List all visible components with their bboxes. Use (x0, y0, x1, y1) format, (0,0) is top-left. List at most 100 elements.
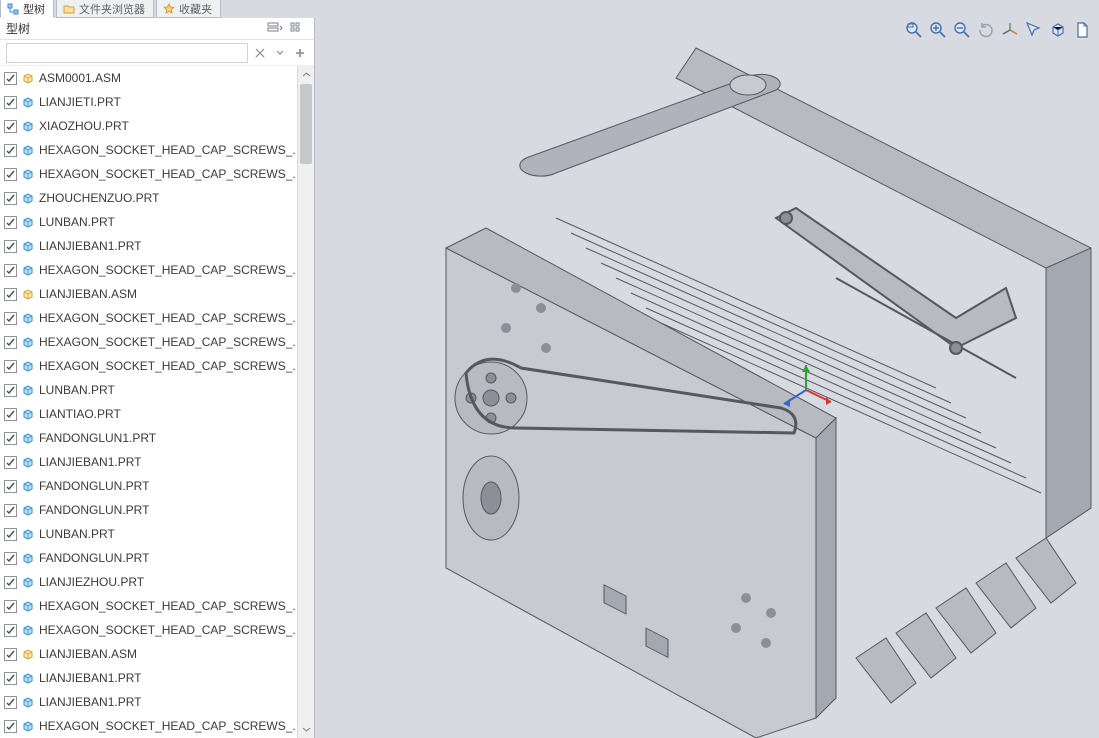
checkbox-icon[interactable] (4, 576, 17, 589)
tab-model-tree[interactable]: 型树 (0, 0, 54, 18)
tree-search-input[interactable] (6, 43, 248, 63)
checkbox-icon[interactable] (4, 120, 17, 133)
tree-item-label: LIANTIAO.PRT (39, 407, 121, 421)
checkbox-icon[interactable] (4, 216, 17, 229)
checkbox-icon[interactable] (4, 240, 17, 253)
part-icon (21, 383, 35, 397)
tree-item-part[interactable]: LIANJIEBAN1.PRT (0, 234, 314, 258)
checkbox-icon[interactable] (4, 384, 17, 397)
tree-item-label: HEXAGON_SOCKET_HEAD_CAP_SCREWS_. (39, 143, 296, 157)
box-icon[interactable] (1047, 19, 1069, 41)
tree-item-label: ZHOUCHENZUO.PRT (39, 191, 159, 205)
tree-item-label: LIANJIEBAN1.PRT (39, 239, 141, 253)
checkbox-icon[interactable] (4, 360, 17, 373)
zoom-in-icon[interactable] (927, 19, 949, 41)
tree-display-options-icon[interactable] (264, 20, 286, 38)
part-icon (21, 143, 35, 157)
top-tabs: 型树 文件夹浏览器 收藏夹 (0, 0, 1099, 18)
checkbox-icon[interactable] (4, 168, 17, 181)
checkbox-icon[interactable] (4, 456, 17, 469)
checkbox-icon[interactable] (4, 336, 17, 349)
checkbox-icon[interactable] (4, 264, 17, 277)
clear-search-icon[interactable] (252, 45, 268, 61)
part-icon (21, 239, 35, 253)
tree-item-part[interactable]: HEXAGON_SOCKET_HEAD_CAP_SCREWS_. (0, 162, 314, 186)
tree-item-part[interactable]: LIANJIEBAN1.PRT (0, 690, 314, 714)
checkbox-icon[interactable] (4, 408, 17, 421)
tree-item-part[interactable]: HEXAGON_SOCKET_HEAD_CAP_SCREWS_. (0, 714, 314, 738)
scroll-down-icon[interactable] (298, 721, 314, 738)
tree-item-part[interactable]: LIANTIAO.PRT (0, 402, 314, 426)
tree-item-part[interactable]: LUNBAN.PRT (0, 522, 314, 546)
zoom-out-icon[interactable] (951, 19, 973, 41)
tree-item-part[interactable]: FANDONGLUN1.PRT (0, 426, 314, 450)
graphics-viewport[interactable] (316, 18, 1099, 738)
checkbox-icon[interactable] (4, 432, 17, 445)
checkbox-icon[interactable] (4, 600, 17, 613)
checkbox-icon[interactable] (4, 552, 17, 565)
checkbox-icon[interactable] (4, 624, 17, 637)
pan-icon[interactable] (1023, 19, 1045, 41)
tree-item-part[interactable]: HEXAGON_SOCKET_HEAD_CAP_SCREWS_. (0, 306, 314, 330)
tree-item-part[interactable]: LIANJIEBAN1.PRT (0, 450, 314, 474)
checkbox-icon[interactable] (4, 96, 17, 109)
part-icon (21, 335, 35, 349)
tree-scrollbar[interactable] (297, 66, 314, 738)
orient-icon[interactable] (999, 19, 1021, 41)
tree-item-part[interactable]: HEXAGON_SOCKET_HEAD_CAP_SCREWS_. (0, 618, 314, 642)
folder-icon (63, 3, 75, 15)
tree-item-part[interactable]: HEXAGON_SOCKET_HEAD_CAP_SCREWS_. (0, 354, 314, 378)
tree-item-part[interactable]: LIANJIEBAN1.PRT (0, 666, 314, 690)
checkbox-icon[interactable] (4, 720, 17, 733)
checkbox-icon[interactable] (4, 144, 17, 157)
checkbox-icon[interactable] (4, 504, 17, 517)
part-icon (21, 359, 35, 373)
tree-item-assembly[interactable]: LIANJIEBAN.ASM (0, 642, 314, 666)
tree-item-part[interactable]: XIAOZHOU.PRT (0, 114, 314, 138)
checkbox-icon[interactable] (4, 648, 17, 661)
tree-item-part[interactable]: LIANJIETI.PRT (0, 90, 314, 114)
checkbox-icon[interactable] (4, 192, 17, 205)
tree-item-part[interactable]: ZHOUCHENZUO.PRT (0, 186, 314, 210)
checkbox-icon[interactable] (4, 696, 17, 709)
tree-item-label: FANDONGLUN1.PRT (39, 431, 156, 445)
part-icon (21, 623, 35, 637)
tree-item-part[interactable]: HEXAGON_SOCKET_HEAD_CAP_SCREWS_. (0, 138, 314, 162)
page-icon[interactable] (1071, 19, 1093, 41)
add-filter-icon[interactable] (292, 45, 308, 61)
tree-item-part[interactable]: FANDONGLUN.PRT (0, 498, 314, 522)
checkbox-icon[interactable] (4, 672, 17, 685)
part-icon (21, 191, 35, 205)
part-icon (21, 719, 35, 733)
scroll-thumb[interactable] (300, 84, 312, 164)
checkbox-icon[interactable] (4, 312, 17, 325)
checkbox-icon[interactable] (4, 288, 17, 301)
tree-item-part[interactable]: LUNBAN.PRT (0, 210, 314, 234)
checkbox-icon[interactable] (4, 480, 17, 493)
tab-favorites[interactable]: 收藏夹 (156, 0, 221, 18)
part-icon (21, 503, 35, 517)
tab-folder-browser[interactable]: 文件夹浏览器 (56, 0, 154, 18)
tree-item-part[interactable]: LIANJIEZHOU.PRT (0, 570, 314, 594)
tree-item-label: HEXAGON_SOCKET_HEAD_CAP_SCREWS_. (39, 359, 296, 373)
part-icon (21, 455, 35, 469)
checkbox-icon[interactable] (4, 528, 17, 541)
checkbox-icon[interactable] (4, 72, 17, 85)
tree-item-label: LIANJIETI.PRT (39, 95, 121, 109)
tree-item-part[interactable]: LUNBAN.PRT (0, 378, 314, 402)
spin-icon[interactable] (975, 19, 997, 41)
part-icon (21, 671, 35, 685)
tree-item-assembly[interactable]: LIANJIEBAN.ASM (0, 282, 314, 306)
zoom-window-icon[interactable] (903, 19, 925, 41)
tree-item-part[interactable]: HEXAGON_SOCKET_HEAD_CAP_SCREWS_. (0, 258, 314, 282)
scroll-up-icon[interactable] (298, 66, 314, 83)
tree-item-label: LIANJIEBAN.ASM (39, 647, 137, 661)
tree-item-part[interactable]: FANDONGLUN.PRT (0, 474, 314, 498)
tree-item-label: LIANJIEBAN1.PRT (39, 671, 141, 685)
tree-item-part[interactable]: HEXAGON_SOCKET_HEAD_CAP_SCREWS_. (0, 594, 314, 618)
tree-settings-icon[interactable] (286, 20, 308, 38)
tree-item-part[interactable]: FANDONGLUN.PRT (0, 546, 314, 570)
tree-item-part[interactable]: HEXAGON_SOCKET_HEAD_CAP_SCREWS_. (0, 330, 314, 354)
search-dropdown-icon[interactable] (272, 45, 288, 61)
tree-item-assembly[interactable]: ASM0001.ASM (0, 66, 314, 90)
